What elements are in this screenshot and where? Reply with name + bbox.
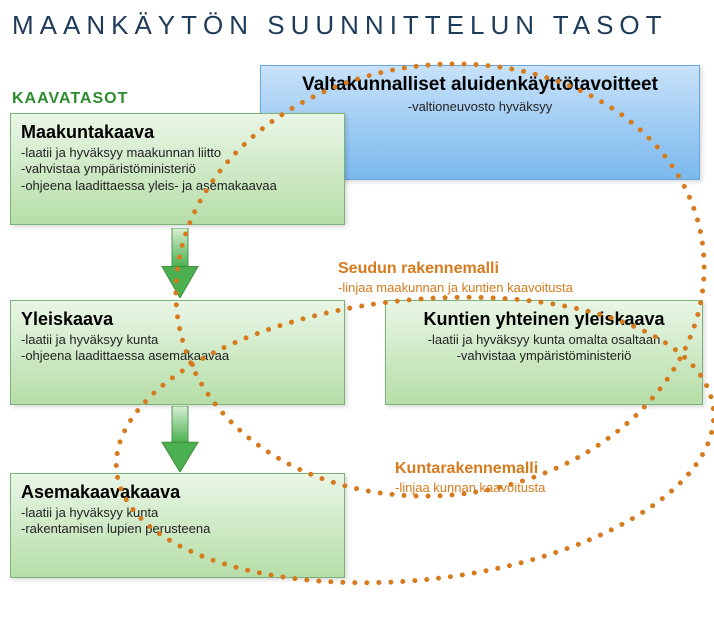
- box-maakuntakaava: Maakuntakaava -laatii ja hyväksyy maakun…: [10, 113, 345, 225]
- box-line: -vahvistaa ympäristöministeriö: [396, 348, 692, 364]
- box-line: -laatii ja hyväksyy kunta omalta osaltaa…: [396, 332, 692, 348]
- box-line: -ohjeena laadittaessa asemakaavaa: [21, 348, 334, 364]
- box-line: -laatii ja hyväksyy kunta: [21, 505, 334, 521]
- box-line: -laatii ja hyväksyy maakunnan liitto: [21, 145, 334, 161]
- box-yleiskaava: Yleiskaava -laatii ja hyväksyy kunta -oh…: [10, 300, 345, 405]
- diagram-canvas: MAANKÄYTÖN SUUNNITTELUN TASOT KAAVATASOT…: [0, 0, 714, 621]
- label-kuntarakenne-sub: -linjaa kunnan kaavoitusta: [395, 480, 545, 495]
- box-line: -laatii ja hyväksyy kunta: [21, 332, 334, 348]
- page-title: MAANKÄYTÖN SUUNNITTELUN TASOT: [12, 10, 668, 41]
- box-kuntien-yhteinen: Kuntien yhteinen yleiskaava -laatii ja h…: [385, 300, 703, 405]
- box-valtakunnalliset-title: Valtakunnalliset aluidenkäyttötavoitteet: [271, 74, 689, 97]
- box-kuntien-title: Kuntien yhteinen yleiskaava: [396, 309, 692, 330]
- arrow-down-icon: [160, 228, 200, 298]
- label-seudun-sub: -linjaa maakunnan ja kuntien kaavoitusta: [338, 280, 573, 295]
- arrow-down-icon: [160, 406, 200, 472]
- box-asemakaava-title: Asemakaavakaava: [21, 482, 334, 503]
- box-line: -vahvistaa ympäristöministeriö: [21, 161, 334, 177]
- box-yleiskaava-title: Yleiskaava: [21, 309, 334, 330]
- box-asemakaava: Asemakaavakaava -laatii ja hyväksyy kunt…: [10, 473, 345, 578]
- label-kuntarakennemalli: Kuntarakennemalli: [395, 460, 538, 478]
- label-seudun-rakennemalli: Seudun rakennemalli: [338, 260, 499, 278]
- box-line: -ohjeena laadittaessa yleis- ja asemakaa…: [21, 178, 334, 194]
- section-label-kaavatasot: KAAVATASOT: [12, 90, 128, 108]
- box-maakuntakaava-title: Maakuntakaava: [21, 122, 334, 143]
- box-line: -rakentamisen lupien perusteena: [21, 521, 334, 537]
